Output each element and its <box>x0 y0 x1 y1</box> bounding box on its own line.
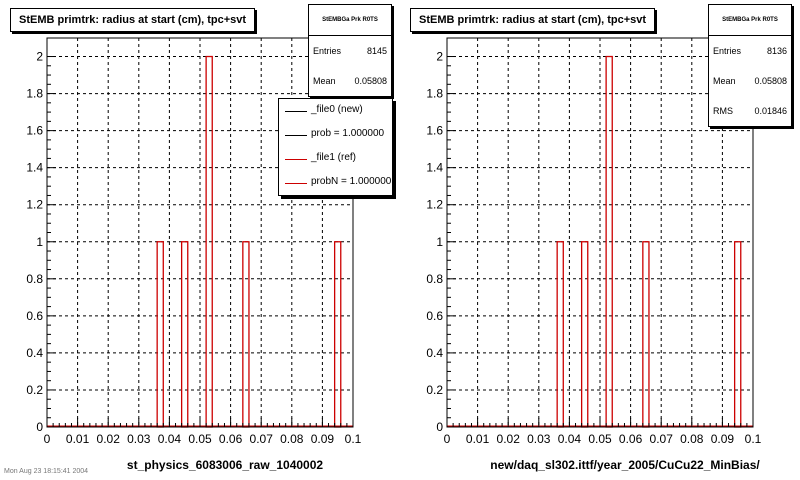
stats-header-right: StEMBGa Prk R0TS <box>709 5 791 36</box>
y-tick-label: 1.8 <box>426 87 443 101</box>
x-tick-label: 0.09 <box>311 432 335 446</box>
x-tick-label: 0.03 <box>127 432 151 446</box>
y-tick-label: 0.2 <box>426 383 443 397</box>
plot-title-left: StEMB primtrk: radius at start (cm), tpc… <box>10 8 256 32</box>
stats-label-entries: Entries <box>313 46 342 56</box>
x-tick-label: 0.1 <box>745 432 762 446</box>
x-axis-label: new/daq_sl302.ittf/year_2005/CuCu22_MinB… <box>490 458 760 472</box>
legend-label-probn: probN = 1.000000 <box>311 176 392 187</box>
legend-line-file0 <box>285 111 307 112</box>
y-tick-label: 0.8 <box>26 272 43 286</box>
x-tick-label: 0.01 <box>466 432 490 446</box>
legend-line-prob <box>285 135 307 136</box>
x-tick-label: 0.09 <box>711 432 735 446</box>
plot-title-left-text: StEMB primtrk: radius at start (cm), tpc… <box>19 14 247 26</box>
legend-entry-file0: _file0 (new) <box>279 99 392 123</box>
x-tick-label: 0.08 <box>280 432 304 446</box>
x-tick-label: 0.02 <box>97 432 121 446</box>
stats-label-mean: Mean <box>713 76 736 86</box>
stats-value-mean: 0.05808 <box>354 76 387 86</box>
y-tick-label: 0 <box>436 420 443 434</box>
y-tick-label: 1.6 <box>26 124 43 138</box>
legend-box: _file0 (new) prob = 1.000000 _file1 (ref… <box>278 98 393 196</box>
stats-value-mean: 0.05808 <box>754 76 787 86</box>
stats-box-left: StEMBGa Prk R0TS Entries 8145 Mean 0.058… <box>308 4 392 97</box>
stats-label-entries: Entries <box>713 46 742 56</box>
legend-line-file1 <box>285 159 307 160</box>
stats-row-rms-right: RMS 0.01846 <box>709 96 791 126</box>
stats-label-mean: Mean <box>313 76 336 86</box>
x-tick-label: 0.05 <box>188 432 212 446</box>
y-tick-label: 0.6 <box>426 309 443 323</box>
histogram-pad-right: 0 0.01 0.02 0.03 0.04 0.05 0.06 0.07 0.08 0.09 0.1… <box>400 0 800 480</box>
stats-value-rms: 0.01846 <box>754 106 787 116</box>
x-tick-label: 0.07 <box>250 432 274 446</box>
y-tick-label: 0.8 <box>426 272 443 286</box>
x-tick-label: 0.04 <box>158 432 182 446</box>
y-tick-label: 1 <box>436 235 443 249</box>
stats-value-entries: 8136 <box>766 46 787 56</box>
legend-line-probn <box>285 183 307 184</box>
stats-header-left: StEMBGa Prk R0TS <box>309 5 391 36</box>
stats-row-mean-left: Mean 0.05808 <box>309 66 391 96</box>
y-tick-label: 0.4 <box>426 346 443 360</box>
x-tick-label: 0.06 <box>619 432 643 446</box>
y-tick-label: 1.2 <box>426 198 443 212</box>
y-tick-label: 1.6 <box>426 124 443 138</box>
legend-label-file0: _file0 (new) <box>311 104 363 115</box>
x-tick-label: 0.05 <box>588 432 612 446</box>
plot-title-right: StEMB primtrk: radius at start (cm), tpc… <box>410 8 656 32</box>
y-tick-label: 1 <box>36 235 43 249</box>
legend-entry-prob: prob = 1.000000 <box>279 123 392 147</box>
histogram-plot-right: 0 0.01 0.02 0.03 0.04 0.05 0.06 0.07 0.08 0.09 0.1… <box>426 37 762 472</box>
legend-label-prob: prob = 1.000000 <box>311 128 385 139</box>
y-tick-label: 1.4 <box>26 161 43 175</box>
stats-row-mean-right: Mean 0.05808 <box>709 66 791 96</box>
stats-row-entries-right: Entries 8136 <box>709 36 791 66</box>
legend-label-file1: _file1 (ref) <box>311 152 357 163</box>
stats-value-entries: 8145 <box>366 46 387 56</box>
y-tick-label: 0.2 <box>26 383 43 397</box>
y-tick-label: 0 <box>36 420 43 434</box>
x-tick-label: 0 <box>44 432 51 446</box>
x-tick-label: 0.03 <box>527 432 551 446</box>
y-tick-label: 0.4 <box>26 346 43 360</box>
y-tick-label: 2 <box>436 50 443 64</box>
legend-entry-file1: _file1 (ref) <box>279 147 392 171</box>
legend-entry-probn: probN = 1.000000 <box>279 171 392 195</box>
x-tick-label: 0.1 <box>345 432 362 446</box>
y-tick-label: 0.6 <box>26 309 43 323</box>
y-tick-label: 2 <box>36 50 43 64</box>
y-tick-label: 1.2 <box>26 198 43 212</box>
x-tick-label: 0.08 <box>680 432 704 446</box>
stats-label-rms: RMS <box>713 106 733 116</box>
x-tick-label: 0.07 <box>650 432 674 446</box>
x-tick-label: 0 <box>444 432 451 446</box>
x-tick-label: 0.02 <box>497 432 521 446</box>
x-tick-label: 0.01 <box>66 432 90 446</box>
x-tick-label: 0.04 <box>558 432 582 446</box>
y-tick-label: 1.8 <box>26 87 43 101</box>
y-tick-label: 1.4 <box>426 161 443 175</box>
timestamp-footer: Mon Aug 23 18:15:41 2004 <box>4 468 89 475</box>
plot-title-right-text: StEMB primtrk: radius at start (cm), tpc… <box>419 14 647 26</box>
stats-row-entries-left: Entries 8145 <box>309 36 391 66</box>
stats-box-right: StEMBGa Prk R0TS Entries 8136 Mean 0.058… <box>708 4 792 127</box>
x-axis-label: st_physics_6083006_raw_1040002 <box>127 458 323 472</box>
x-tick-label: 0.06 <box>219 432 243 446</box>
histogram-pad-left: 0 0.01 0.02 0.03 0.04 0.05 0.06 0.07 0.08 0.09 0.1… <box>4 4 393 475</box>
